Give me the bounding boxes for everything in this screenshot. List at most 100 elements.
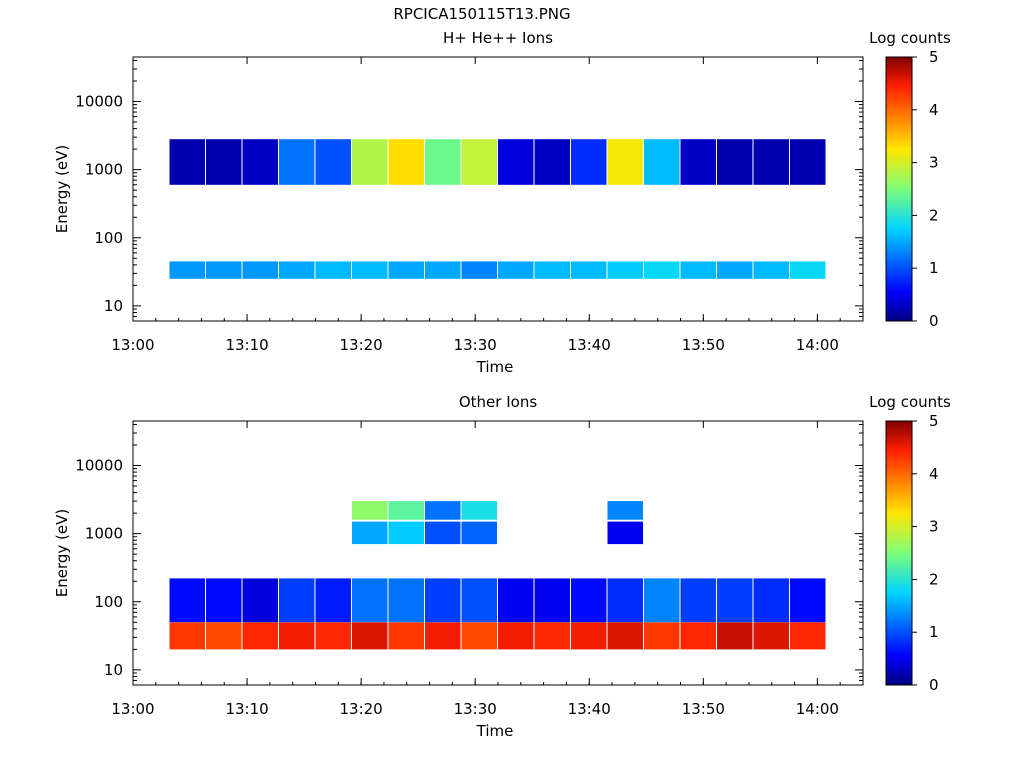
heatmap-cell [607,578,643,623]
y-axis-label: Energy (eV) [53,145,71,233]
colorbar-label: Log counts [869,29,951,47]
colorbar-tick-label: 4 [929,101,939,119]
y-axis-label: Energy (eV) [53,509,71,597]
x-tick-label: 13:00 [111,700,154,718]
colorbar-label: Log counts [869,393,951,411]
heatmap-cells [169,139,826,279]
heatmap-cell [315,261,351,279]
heatmap-cell [352,139,388,185]
heatmap-cell [425,521,461,545]
y-tick-label: 100 [94,229,123,247]
heatmap-cell [425,501,461,520]
heatmap-cell [790,578,826,623]
x-axis-label: Time [476,722,514,740]
heatmap-cell [242,622,278,650]
heatmap-cell [717,578,753,623]
x-tick-label: 13:10 [225,336,268,354]
y-tick-label: 10000 [75,93,123,111]
heatmap-cell [279,139,315,185]
heatmap-cell [534,578,570,623]
heatmap-cell [753,261,789,279]
colorbar-gradient [885,56,913,322]
heatmap-cell [315,622,351,650]
y-tick-label: 1000 [85,161,123,179]
panel-2: Other Ions 13:00 13:10 13:20 13:30 13:40 13:50… [53,393,951,740]
figure-title: RPCICA150115T13.PNG [393,5,570,23]
x-tick-label: 14:00 [796,700,839,718]
heatmap-cell [790,261,826,279]
colorbar-tick-label: 5 [929,48,939,66]
heatmap-cell [206,578,242,623]
x-tick-label: 13:50 [682,336,725,354]
plot-frame [132,56,864,322]
heatmap-cell [352,622,388,650]
colorbar-tick-label: 2 [929,570,939,588]
y-tick-label: 1000 [85,525,123,543]
heatmap-cell [753,139,789,185]
heatmap-cell [242,261,278,279]
x-tick-label: 13:20 [340,336,383,354]
heatmap-cell [461,139,497,185]
heatmap-cell [607,622,643,650]
heatmap-cell [644,578,680,623]
colorbar-gradient [885,420,913,686]
heatmap-cell [607,139,643,185]
heatmap-cell [461,501,497,520]
heatmap-cell [242,139,278,185]
colorbar-tick-label: 1 [929,259,939,277]
y-tick-label: 10000 [75,457,123,475]
heatmap-cell [644,139,680,185]
heatmap-cell [680,261,716,279]
x-tick-label: 14:00 [796,336,839,354]
colorbar-tick-label: 0 [929,312,939,330]
x-tick-label: 13:00 [111,336,154,354]
heatmap-cell [498,261,534,279]
heatmap-cell [534,622,570,650]
heatmap-cell [425,578,461,623]
heatmap-cell [461,521,497,545]
heatmap-cell [169,578,205,623]
heatmap-cell [206,261,242,279]
heatmap-cell [644,261,680,279]
x-axis-label: Time [476,358,514,376]
colorbar-tick-label: 3 [929,518,939,536]
colorbar-tick-label: 2 [929,206,939,224]
heatmap-cell [425,622,461,650]
heatmap-cell [534,139,570,185]
x-tick-label: 13:50 [682,700,725,718]
heatmap-cell [206,139,242,185]
colorbar-tick-label: 5 [929,412,939,430]
heatmap-cell [242,578,278,623]
heatmap-cell [753,578,789,623]
heatmap-cell [534,261,570,279]
heatmap-cell [571,578,607,623]
heatmap-cell [279,622,315,650]
heatmap-cell [461,578,497,623]
y-tick-label: 10 [104,297,123,315]
heatmap-cell [607,501,643,520]
heatmap-cell [790,139,826,185]
heatmap-cell [352,501,388,520]
heatmap-cell [388,622,424,650]
heatmap-cell [571,139,607,185]
heatmap-cell [206,622,242,650]
heatmap-cell [279,578,315,623]
y-tick-label: 100 [94,593,123,611]
heatmap-cell [680,622,716,650]
heatmap-cell [352,261,388,279]
heatmap-cell [388,578,424,623]
heatmap-cell [279,261,315,279]
colorbar-tick-label: 3 [929,154,939,172]
x-tick-label: 13:40 [568,336,611,354]
heatmap-cell [790,622,826,650]
colorbar-tick-label: 0 [929,676,939,694]
heatmap-cell [169,261,205,279]
panel-title: H+ He++ Ions [443,29,553,47]
heatmap-cell [644,622,680,650]
heatmap-cell [571,622,607,650]
heatmap-cell [498,622,534,650]
x-tick-label: 13:10 [225,700,268,718]
heatmap-cell [388,521,424,545]
x-tick-label: 13:30 [454,700,497,718]
